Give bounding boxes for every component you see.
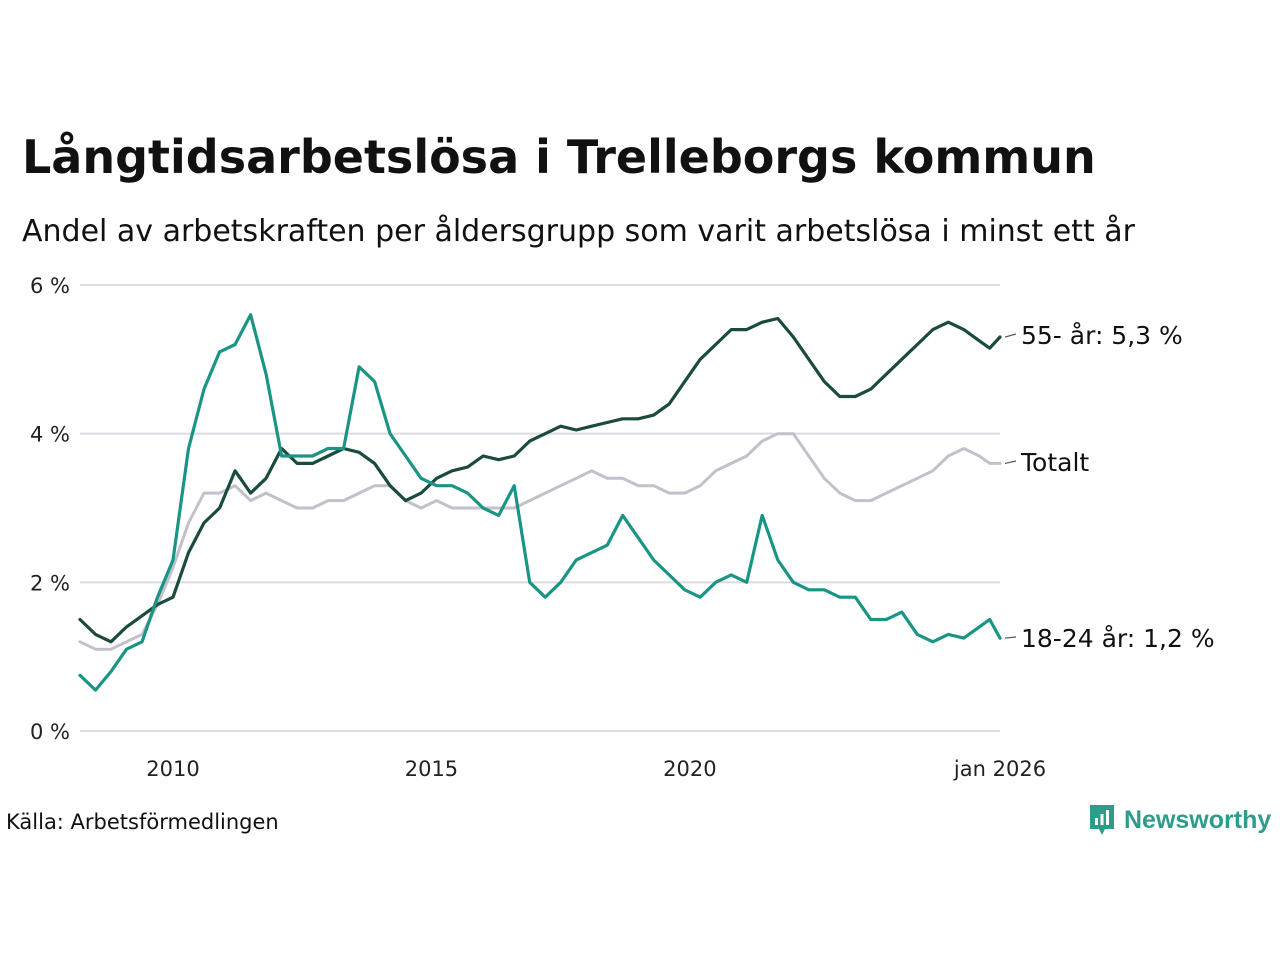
series-line-total — [78, 432, 1002, 651]
newsworthy-logo-icon — [1090, 805, 1114, 835]
end-label-leader-age18_24 — [1004, 636, 1017, 639]
newsworthy-brand[interactable]: Newsworthy — [1088, 803, 1271, 837]
x-tick-label: jan 2026 — [953, 757, 1046, 781]
chart-subtitle: Andel av arbetskraften per åldersgrupp s… — [22, 214, 1135, 249]
x-axis-ticks: 2010 2015 2020 jan 2026 — [146, 757, 1046, 781]
x-tick-label: 2010 — [146, 757, 199, 781]
source-label: Källa: Arbetsförmedlingen — [6, 810, 279, 834]
series-line-age55 — [78, 316, 1002, 644]
chart-title: Långtidsarbetslösa i Trelleborgs kommun — [22, 130, 1096, 184]
y-tick-label: 4 % — [30, 423, 70, 447]
end-label-leader-total — [1004, 460, 1017, 464]
x-tick-label: 2015 — [405, 757, 458, 781]
end-label-total: Totalt — [1020, 448, 1089, 477]
brand-name: Newsworthy — [1124, 805, 1272, 834]
y-tick-label: 6 % — [30, 274, 70, 298]
end-label-age18_24: 18-24 år: 1,2 % — [1021, 624, 1215, 653]
end-label-age55: 55- år: 5,3 % — [1021, 321, 1183, 350]
end-label-leader-age55 — [1004, 333, 1017, 338]
gridlines — [80, 284, 1000, 732]
y-tick-label: 2 % — [30, 571, 70, 595]
y-tick-label: 0 % — [30, 720, 70, 744]
y-axis-ticks: 0 % 2 % 4 % 6 % — [30, 274, 70, 744]
series-line-age18_24 — [78, 313, 1002, 692]
end-labels: Totalt 55- år: 5,3 % 18-24 år: 1,2 % — [1004, 321, 1215, 653]
x-tick-label: 2020 — [663, 757, 716, 781]
series-lines — [78, 313, 1002, 692]
